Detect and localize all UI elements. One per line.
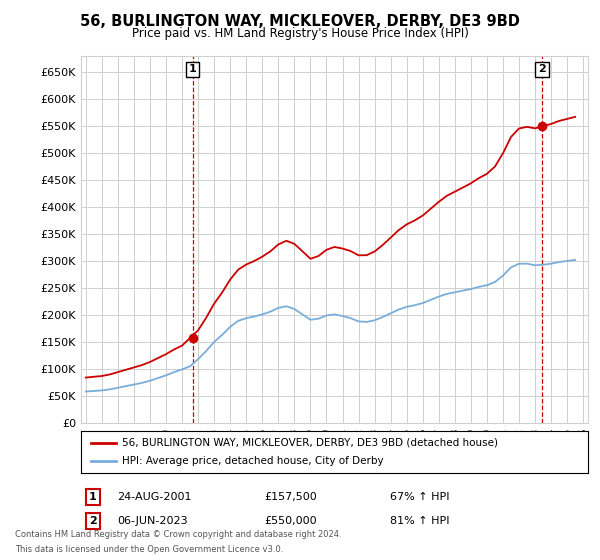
Text: 06-JUN-2023: 06-JUN-2023	[117, 516, 188, 526]
Text: Price paid vs. HM Land Registry's House Price Index (HPI): Price paid vs. HM Land Registry's House …	[131, 27, 469, 40]
Text: 56, BURLINGTON WAY, MICKLEOVER, DERBY, DE3 9BD: 56, BURLINGTON WAY, MICKLEOVER, DERBY, D…	[80, 14, 520, 29]
Text: This data is licensed under the Open Government Licence v3.0.: This data is licensed under the Open Gov…	[15, 545, 283, 554]
Text: 1: 1	[188, 64, 196, 74]
Text: Contains HM Land Registry data © Crown copyright and database right 2024.: Contains HM Land Registry data © Crown c…	[15, 530, 341, 539]
Text: 67% ↑ HPI: 67% ↑ HPI	[390, 492, 449, 502]
Text: 1: 1	[89, 492, 97, 502]
Text: £157,500: £157,500	[264, 492, 317, 502]
Text: 2: 2	[538, 64, 546, 74]
Text: 81% ↑ HPI: 81% ↑ HPI	[390, 516, 449, 526]
Text: 2: 2	[89, 516, 97, 526]
Text: £550,000: £550,000	[264, 516, 317, 526]
Text: 24-AUG-2001: 24-AUG-2001	[117, 492, 191, 502]
Text: HPI: Average price, detached house, City of Derby: HPI: Average price, detached house, City…	[122, 456, 383, 466]
Text: 56, BURLINGTON WAY, MICKLEOVER, DERBY, DE3 9BD (detached house): 56, BURLINGTON WAY, MICKLEOVER, DERBY, D…	[122, 438, 497, 448]
